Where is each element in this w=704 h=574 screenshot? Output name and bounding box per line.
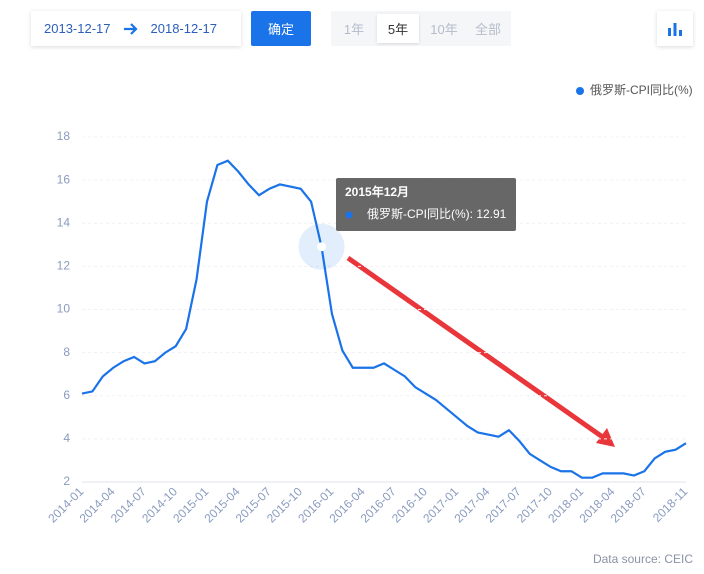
chart-type-button[interactable] <box>657 11 693 46</box>
annotation-arrow <box>346 255 606 441</box>
tooltip-title: 2015年12月 <box>345 184 409 199</box>
tooltip-marker <box>345 211 353 219</box>
arrow-icon <box>123 22 138 35</box>
end-date[interactable]: 2018-12-17 <box>150 21 218 36</box>
y-tick-label: 10 <box>57 302 71 316</box>
y-tick-label: 18 <box>57 129 71 143</box>
y-tick-label: 14 <box>57 215 71 229</box>
y-tick-label: 2 <box>63 474 70 488</box>
highlight-point <box>317 242 327 252</box>
y-tick-label: 4 <box>63 431 70 445</box>
legend-marker <box>576 87 584 95</box>
range-tabs <box>331 11 511 46</box>
y-tick-label: 8 <box>63 345 70 359</box>
annotation-arrowhead <box>596 428 615 447</box>
source: Data source: CEIC <box>593 552 693 566</box>
range-tab-active[interactable]: 5年 <box>377 14 419 43</box>
confirm-button[interactable]: 确定 <box>251 11 311 46</box>
y-tick-label: 12 <box>57 259 71 273</box>
date-range[interactable]: 2013-12-17 2018-12-17 <box>31 11 241 46</box>
legend-label: 俄罗斯-CPI同比(%) <box>590 83 693 97</box>
bar-icon <box>668 22 682 36</box>
tooltip-box <box>336 178 516 231</box>
y-tick-label: 16 <box>57 172 71 186</box>
x-tick-label: 2018-07 <box>608 484 649 525</box>
range-tab[interactable]: 1年 <box>343 22 365 37</box>
range-tab[interactable]: 10年 <box>430 22 458 37</box>
line <box>81 159 687 479</box>
start-date[interactable]: 2013-12-17 <box>44 21 111 36</box>
x-tick-label: 2018-11 <box>650 484 691 525</box>
y-tick-label: 6 <box>63 388 70 402</box>
range-tab[interactable]: 全部 <box>474 22 501 37</box>
tooltip-text: 俄罗斯-CPI同比(%): 12.91 <box>367 207 507 221</box>
